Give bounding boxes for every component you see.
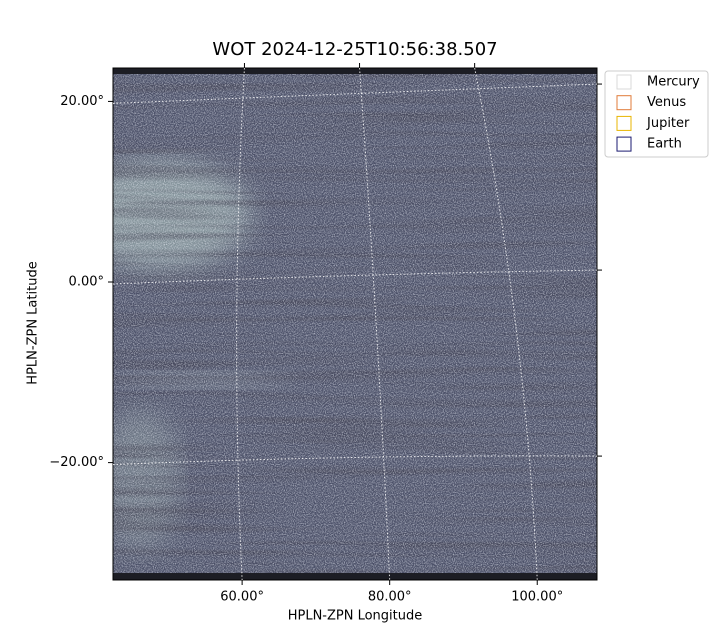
y-tick-label: 0.00° — [69, 275, 104, 290]
grid-line — [112, 269, 598, 285]
legend — [604, 70, 709, 158]
image — [113, 68, 597, 580]
y-tick-label: 20.00° — [60, 94, 104, 109]
grid-line — [359, 67, 391, 581]
legend-label: Jupiter — [646, 116, 690, 131]
x-tick-label: 80.00° — [368, 590, 412, 605]
x-tick-label: 100.00° — [511, 590, 563, 605]
legend-marker — [616, 136, 632, 152]
legend-label: Earth — [647, 137, 682, 152]
legend-marker — [616, 74, 632, 90]
plot-frame — [112, 67, 598, 581]
grid-line — [236, 67, 245, 581]
legend-marker — [616, 115, 632, 131]
grid-line — [474, 67, 538, 581]
grid-line — [112, 455, 598, 466]
chart-title: WOT 2024-12-25T10:56:38.507 — [212, 39, 497, 60]
grid-line — [112, 83, 598, 104]
legend-label: Mercury — [647, 75, 700, 90]
y-axis-label: HPLN-ZPN Latitude — [26, 261, 41, 384]
legend-label: Venus — [647, 95, 686, 110]
x-axis-label: HPLN-ZPN Longitude — [288, 609, 423, 624]
legend-marker — [616, 95, 632, 111]
x-tick-label: 60.00° — [220, 590, 264, 605]
y-tick-label: −20.00° — [49, 455, 104, 470]
